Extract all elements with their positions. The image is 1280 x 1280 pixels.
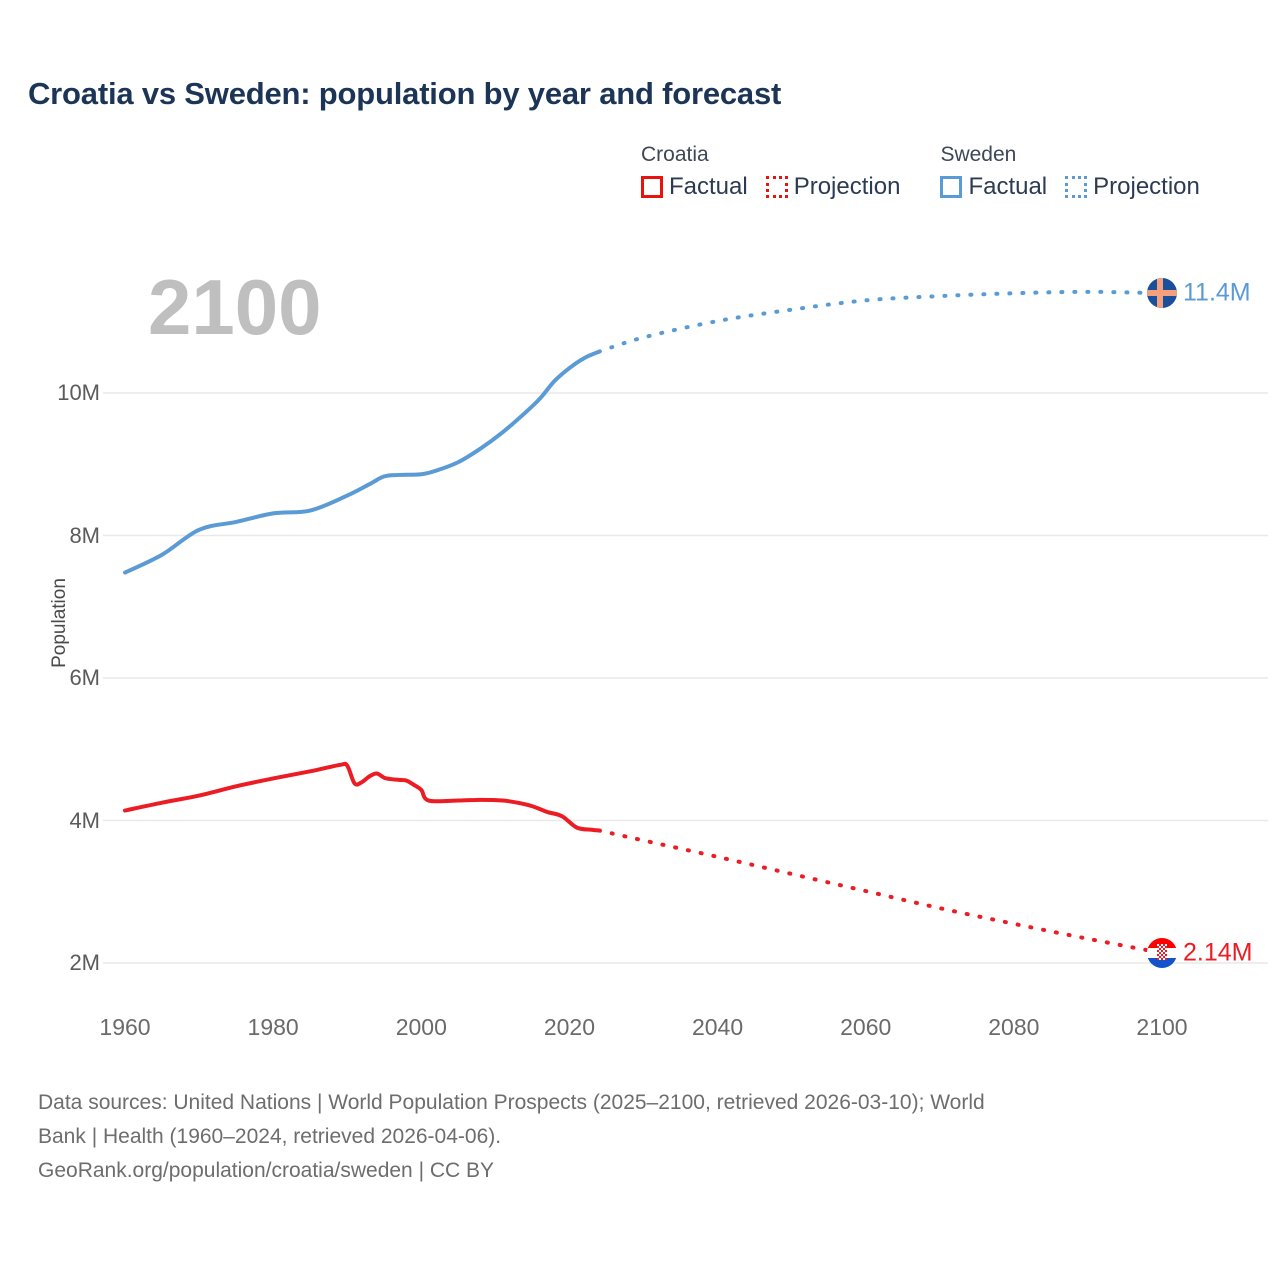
- y-axis-tick-label: 4M: [69, 807, 100, 833]
- footer-sources-line-2: Bank | Health (1960–2024, retrieved 2026…: [38, 1125, 502, 1148]
- chart-legend: Croatia Factual Projection Sweden Factua…: [641, 142, 1200, 200]
- legend-group-sweden: Sweden Factual Projection: [940, 142, 1200, 200]
- legend-item-croatia-factual[interactable]: Factual: [641, 174, 748, 200]
- footer: Data sources: United Nations | World Pop…: [38, 1086, 1228, 1188]
- y-axis-tick-label: 8M: [69, 522, 100, 548]
- x-axis-tick-label: 2040: [691, 1014, 744, 1040]
- legend-item-sweden-projection[interactable]: Projection: [1065, 174, 1200, 200]
- x-axis-tick-label: 2060: [840, 1014, 892, 1040]
- page-title: Croatia vs Sweden: population by year an…: [28, 76, 782, 111]
- legend-swatch-dotted-icon: [1065, 176, 1088, 198]
- sweden-end-label: 11.4M: [1183, 278, 1251, 307]
- footer-attribution[interactable]: GeoRank.org/population/croatia/sweden | …: [38, 1159, 495, 1182]
- legend-swatch-solid-icon: [940, 176, 963, 198]
- legend-label-sweden-projection: Projection: [1093, 173, 1200, 200]
- legend-label-croatia-projection: Projection: [793, 173, 901, 200]
- croatia-flag-icon: [1147, 938, 1177, 969]
- legend-group-title-croatia: Croatia: [641, 143, 709, 166]
- legend-group-croatia: Croatia Factual Projection: [641, 142, 900, 200]
- y-axis-tick-label: 10M: [57, 380, 100, 405]
- sweden-flag-icon: [1147, 278, 1177, 309]
- legend-label-croatia-factual: Factual: [669, 173, 748, 200]
- y-axis-tick-label: 6M: [69, 665, 100, 690]
- x-axis-tick-label: 2020: [543, 1014, 596, 1040]
- legend-item-croatia-projection[interactable]: Projection: [765, 173, 901, 200]
- y-axis-tick-label: 2M: [69, 950, 100, 975]
- x-axis-tick-label: 1980: [247, 1014, 299, 1040]
- legend-label-sweden-factual: Factual: [968, 173, 1048, 200]
- legend-swatch-solid-icon: [641, 176, 663, 198]
- legend-item-sweden-factual[interactable]: Factual: [940, 174, 1047, 200]
- x-axis-tick-label: 2100: [1136, 1014, 1188, 1040]
- croatia-end-label: 2.14M: [1183, 938, 1253, 967]
- x-axis-tick-label: 2000: [395, 1014, 447, 1040]
- x-axis-tick-label: 1960: [99, 1014, 151, 1040]
- watermark-year: 2100: [148, 263, 322, 351]
- legend-swatch-dotted-icon: [765, 176, 788, 198]
- legend-group-title-sweden: Sweden: [940, 143, 1017, 166]
- footer-sources-line-1: Data sources: United Nations | World Pop…: [38, 1091, 985, 1114]
- x-axis-tick-label: 2080: [988, 1014, 1040, 1040]
